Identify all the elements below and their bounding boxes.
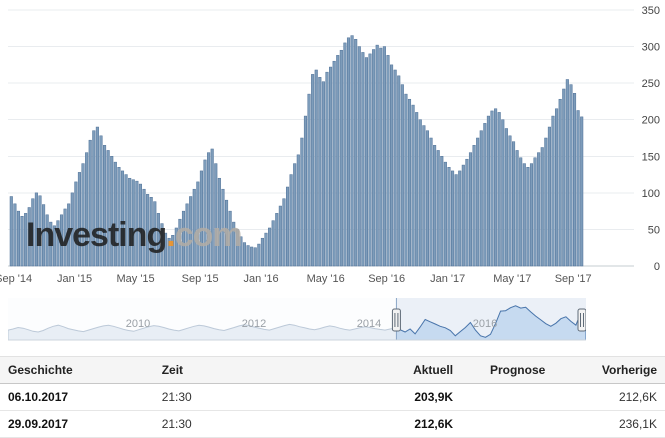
svg-text:50: 50 bbox=[648, 224, 660, 236]
col-header-zeit: Zeit bbox=[153, 356, 328, 384]
actual-value: 212,6K bbox=[327, 410, 462, 438]
forecast-value bbox=[461, 410, 554, 438]
nav-year-label: 2014 bbox=[357, 318, 381, 330]
svg-text:May '17: May '17 bbox=[493, 273, 531, 285]
event-history-chart: 0 50 100 150 200 250 300 350 Sep '14 Jan '15 May '… bbox=[0, 5, 660, 285]
svg-text:Jan '17: Jan '17 bbox=[430, 273, 465, 285]
forecast-value bbox=[461, 383, 554, 411]
release-time: 21:30 bbox=[153, 410, 328, 438]
svg-text:350: 350 bbox=[642, 5, 660, 17]
release-time: 21:30 bbox=[153, 383, 328, 411]
svg-text:Sep '15: Sep '15 bbox=[182, 273, 219, 285]
nav-handle-right[interactable] bbox=[577, 308, 587, 332]
col-header-prognose: Prognose bbox=[461, 356, 554, 384]
svg-text:Jan '16: Jan '16 bbox=[244, 273, 279, 285]
svg-text:Sep '14: Sep '14 bbox=[0, 273, 32, 285]
svg-text:May '15: May '15 bbox=[117, 273, 155, 285]
release-date: 06.10.2017 bbox=[0, 383, 154, 411]
col-header-aktuell: Aktuell bbox=[327, 356, 462, 384]
svg-text:150: 150 bbox=[642, 151, 660, 163]
bar-chart-svg: 0 50 100 150 200 250 300 350 Sep '14 Jan '15 May '… bbox=[0, 5, 660, 285]
table-row[interactable]: 29.09.2017 21:30 212,6K 236,1K bbox=[0, 410, 665, 438]
release-date: 29.09.2017 bbox=[0, 410, 154, 438]
previous-value: 236,1K bbox=[553, 410, 665, 438]
svg-text:250: 250 bbox=[642, 78, 660, 90]
history-table-header-row: Geschichte Zeit Aktuell Prognose Vorheri… bbox=[0, 356, 665, 384]
svg-text:Sep '17: Sep '17 bbox=[555, 273, 592, 285]
nav-handle-left[interactable] bbox=[391, 308, 401, 332]
svg-text:Jan '15: Jan '15 bbox=[57, 273, 92, 285]
col-header-geschichte: Geschichte bbox=[0, 356, 154, 384]
history-table: Geschichte Zeit Aktuell Prognose Vorheri… bbox=[0, 356, 665, 438]
range-navigator[interactable]: 2010 2012 2014 2016 bbox=[7, 298, 587, 344]
svg-text:200: 200 bbox=[642, 115, 660, 127]
table-row[interactable]: 06.10.2017 21:30 203,9K 212,6K bbox=[0, 383, 665, 411]
col-header-vorherige: Vorherige bbox=[553, 356, 665, 384]
svg-text:Sep '16: Sep '16 bbox=[368, 273, 405, 285]
actual-value: 203,9K bbox=[327, 383, 462, 411]
nav-year-label: 2010 bbox=[126, 318, 150, 330]
svg-text:0: 0 bbox=[654, 261, 660, 273]
svg-text:100: 100 bbox=[642, 188, 660, 200]
svg-text:May '16: May '16 bbox=[307, 273, 345, 285]
previous-value: 212,6K bbox=[553, 383, 665, 411]
svg-text:300: 300 bbox=[642, 42, 660, 54]
navigator-svg[interactable]: 2010 2012 2014 2016 bbox=[7, 298, 587, 344]
nav-year-label: 2012 bbox=[242, 318, 266, 330]
nav-year-label: 2016 bbox=[473, 318, 497, 330]
